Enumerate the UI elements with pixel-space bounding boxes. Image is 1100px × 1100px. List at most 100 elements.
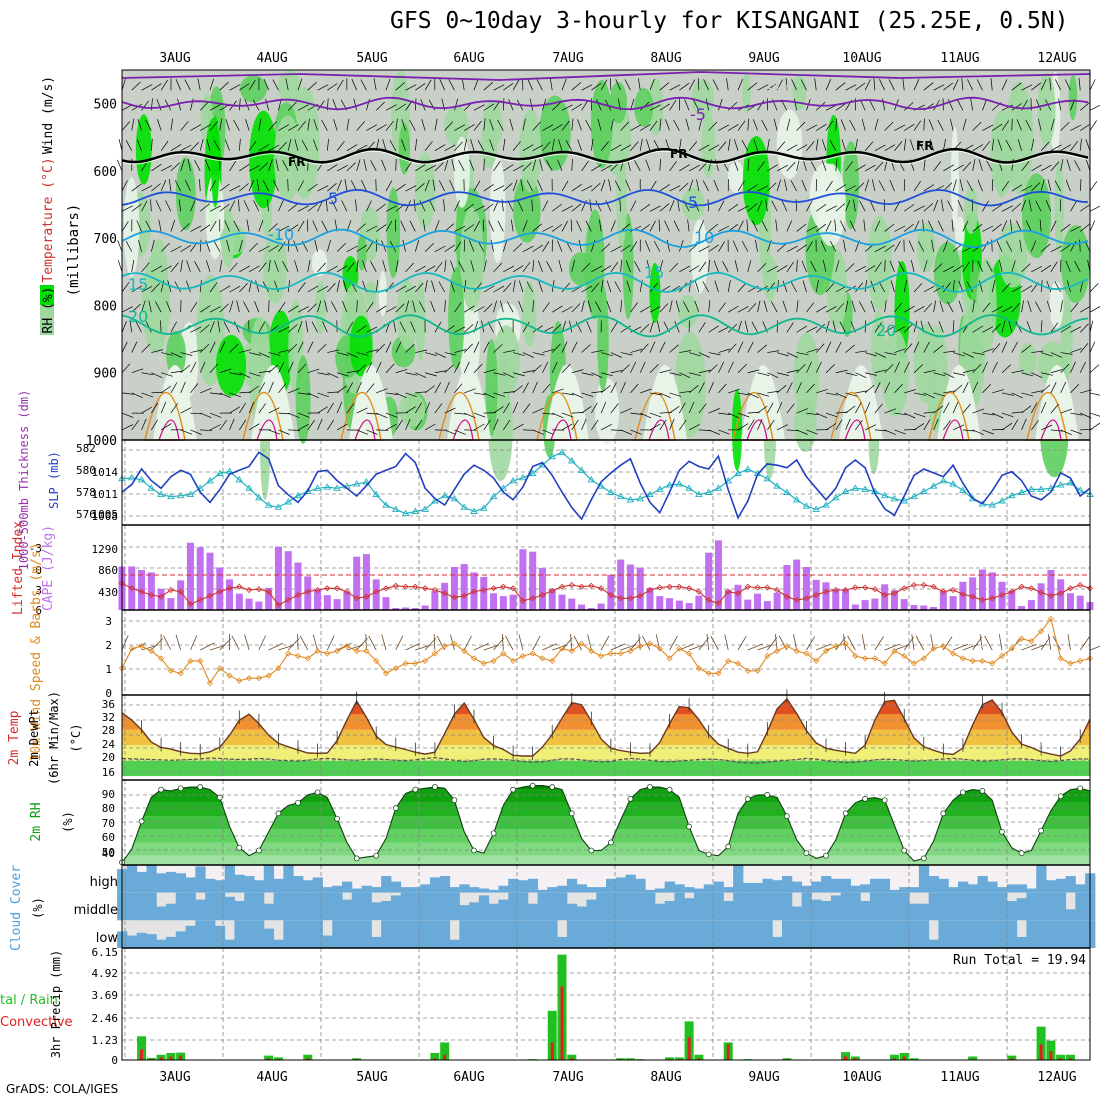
cloud-bar xyxy=(557,936,568,948)
precip-convective-bar xyxy=(570,1058,574,1060)
precip-total-bar xyxy=(1065,1054,1075,1060)
wind-barb xyxy=(141,200,148,212)
wind-barb xyxy=(1001,341,1008,353)
date-label-bottom: 10AUG xyxy=(842,1070,881,1085)
rh-cell xyxy=(964,187,979,235)
cloud-bar xyxy=(1075,892,1086,921)
wind-speed-point xyxy=(343,643,350,650)
wind-barb xyxy=(141,185,153,192)
wind-barb xyxy=(278,326,290,333)
thickness-point xyxy=(176,491,185,499)
cloud-bar xyxy=(537,889,548,893)
wind-barb xyxy=(405,300,410,313)
grid-lines xyxy=(124,780,1008,865)
wind-barb xyxy=(454,124,466,131)
wind-barb xyxy=(835,118,837,131)
wind-barb xyxy=(777,352,789,357)
wind-barb xyxy=(434,403,443,414)
rh-cell xyxy=(1021,173,1052,259)
rh-tick-label: 50 xyxy=(102,846,115,859)
rh-cell xyxy=(278,70,302,104)
wind-barb xyxy=(610,369,623,374)
cloud-bar xyxy=(987,892,998,921)
wind-barb xyxy=(493,418,499,431)
wind-barb xyxy=(590,138,594,151)
wind-barb xyxy=(121,424,133,431)
cloud-bar xyxy=(234,920,245,948)
wind-barb xyxy=(845,285,857,293)
wind-barb xyxy=(982,240,989,252)
cloud-bar xyxy=(195,899,206,921)
wind-barb xyxy=(278,200,284,212)
wind-barb xyxy=(620,407,632,414)
thickness-point xyxy=(685,484,693,491)
wind-barb xyxy=(874,369,887,374)
wind-barb xyxy=(381,159,387,172)
lifted-index-point xyxy=(167,586,174,594)
wind-barb xyxy=(747,260,752,272)
cloud-bar xyxy=(752,920,763,948)
cloud-bar xyxy=(801,892,812,921)
wind-barb xyxy=(165,200,172,212)
wind-barb xyxy=(923,203,934,212)
cloud-bar xyxy=(302,920,314,948)
cloud-bar xyxy=(537,920,548,948)
thickness-point xyxy=(1017,488,1026,495)
wind-barb xyxy=(581,100,589,111)
cape-axis-label: CAPE (J/kg) xyxy=(41,525,56,611)
wind-barb xyxy=(640,224,651,232)
wind-barb xyxy=(958,300,964,313)
thickness-point xyxy=(822,501,830,508)
rh-cell xyxy=(1037,72,1056,147)
wind-barb xyxy=(170,162,180,172)
wind-barb xyxy=(297,392,310,395)
wind-barb xyxy=(903,343,913,353)
wind-barb xyxy=(849,119,856,131)
wind-barb xyxy=(561,363,571,373)
wind-barb xyxy=(163,635,172,651)
wind-barb xyxy=(278,302,286,313)
cloud-bar xyxy=(840,892,851,921)
precip-convective-bar xyxy=(140,1049,144,1060)
wind-barb xyxy=(238,98,241,111)
wind-barb xyxy=(444,259,447,272)
wind-barb xyxy=(1040,164,1052,172)
wind-barb xyxy=(659,303,669,313)
wind-barb xyxy=(581,185,593,192)
wind-barb xyxy=(307,259,311,272)
wind-barb xyxy=(684,99,690,111)
cloud-bar xyxy=(371,902,382,921)
wind-barb xyxy=(767,282,776,293)
lifted-index-markers xyxy=(118,580,1094,609)
isotherm-25 xyxy=(340,391,382,441)
wind-barb xyxy=(517,200,524,212)
precip-total-bar xyxy=(625,1058,635,1060)
temperature-axis-label: Temperature (°C) xyxy=(41,157,56,282)
wind-barb xyxy=(825,392,838,396)
wind-barb xyxy=(767,350,780,353)
wind-barb xyxy=(415,183,425,192)
wind-barb xyxy=(591,164,602,172)
cloud-bar xyxy=(224,865,235,893)
wind-speed-point xyxy=(441,643,448,650)
wind-barb xyxy=(874,261,882,273)
wind-barb xyxy=(255,280,260,293)
wind-barb xyxy=(141,285,153,293)
cloud-bar xyxy=(156,939,167,948)
thickness-point xyxy=(235,476,244,483)
wind-barb xyxy=(229,262,238,273)
wind-barb xyxy=(138,239,142,252)
wind-barb xyxy=(664,220,670,232)
wind-barb xyxy=(1010,219,1013,232)
wind-barb xyxy=(414,240,420,252)
cape-bar xyxy=(861,600,869,610)
wind-barb xyxy=(853,199,856,212)
wind-barb xyxy=(859,200,866,212)
wind-barb xyxy=(497,119,504,131)
wind-barb xyxy=(287,101,297,111)
wind-barb xyxy=(209,282,218,293)
isotherm-label: -5 xyxy=(690,105,706,124)
lifted-index-point xyxy=(989,595,996,602)
wind-barb xyxy=(781,200,788,212)
rh-cell xyxy=(460,207,484,311)
